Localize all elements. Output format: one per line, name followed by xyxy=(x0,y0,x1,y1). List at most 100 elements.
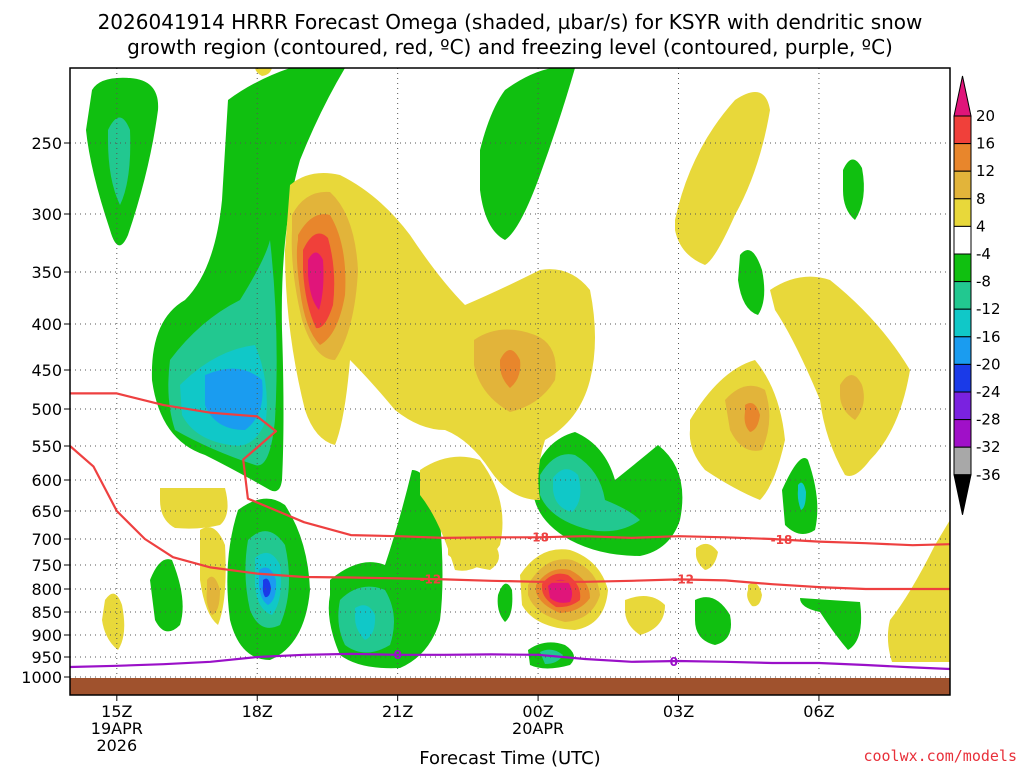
colorbar-segment-7 xyxy=(953,281,972,310)
y-tick-label-300: 300 xyxy=(31,205,62,224)
descent-region-15z-low xyxy=(102,593,125,650)
y-tick-label-250: 250 xyxy=(31,134,62,153)
colorbar-segment-11 xyxy=(953,391,972,421)
colorbar-label--28: -28 xyxy=(976,411,1001,429)
contour-label-3: -12 xyxy=(672,572,694,586)
x-axis-title: Forecast Time (UTC) xyxy=(419,748,600,768)
contour-line-minus12 xyxy=(70,445,950,591)
ascent-region-2230z-low xyxy=(497,583,513,622)
colorbar-label-8: 8 xyxy=(976,190,986,208)
colorbar-segment-6 xyxy=(953,253,972,283)
colorbar-segment-5 xyxy=(953,225,972,255)
descent-core-1630z-orange xyxy=(206,576,220,615)
colorbar-segment-12 xyxy=(953,419,972,448)
colorbar-segment-8 xyxy=(953,308,972,338)
descent-region-06z xyxy=(770,276,910,476)
y-tick-label-850: 850 xyxy=(31,603,62,622)
y-tick-label-600: 600 xyxy=(31,471,62,490)
colorbar: 20 16 12 8 4 -4 -8 -12 -16 -20 -24 -28 -32 -36 xyxy=(953,75,1001,515)
colorbar-label-20: 20 xyxy=(976,107,995,125)
y-tick-label-650: 650 xyxy=(31,502,62,521)
colorbar-label--32: -32 xyxy=(976,438,1001,456)
y-axis-pressure: 250 300 350 400 450 500 550 600 650 700 750 800 850 9… xyxy=(21,134,70,687)
ascent-region-22z-upper xyxy=(480,68,575,240)
y-tick-label-550: 550 xyxy=(31,437,62,456)
y-tick-label-500: 500 xyxy=(31,400,62,419)
descent-core-04z-orange xyxy=(744,402,760,432)
descent-region-1830z-top xyxy=(255,68,272,76)
colorbar-label-4: 4 xyxy=(976,217,986,235)
x-tick-date-00Z: 20APR xyxy=(512,719,564,738)
credit-text: coolwx.com/models xyxy=(863,747,1017,765)
colorbar-segment-9 xyxy=(953,336,972,365)
y-tick-label-950: 950 xyxy=(31,648,62,667)
colorbar-segment-2 xyxy=(953,143,972,172)
descent-core-23z-orange xyxy=(500,350,521,388)
descent-region-0130z-ll xyxy=(625,596,665,635)
descent-region-19z-22z xyxy=(285,172,595,501)
ascent-core-upper-left xyxy=(108,117,131,205)
y-tick-label-450: 450 xyxy=(31,361,62,380)
gridlines xyxy=(70,68,950,695)
x-tick-date-15Z: 19APR xyxy=(91,719,143,738)
x-tick-label-21Z: 21Z xyxy=(382,702,413,721)
ground-surface xyxy=(70,678,950,695)
contour-line-minus18 xyxy=(70,392,950,547)
colorbar-label--8: -8 xyxy=(976,273,991,291)
colorbar-bottom-arrow xyxy=(953,474,972,515)
contour-label-2: -12 xyxy=(420,572,442,586)
descent-core-00z-magenta xyxy=(548,579,573,603)
ascent-core-18z-low-darkblue xyxy=(262,578,271,598)
chart-title-line-2: growth region (contoured, red, ºC) and f… xyxy=(127,35,893,59)
contour-labels: -18 -18 -12 -12 0 0 xyxy=(393,530,793,669)
colorbar-label--20: -20 xyxy=(976,355,1001,373)
ascent-region-1630z-low xyxy=(150,559,183,632)
x-tick-label-06Z: 06Z xyxy=(803,702,834,721)
ascent-region-06z-low xyxy=(800,598,862,650)
colorbar-label-12: 12 xyxy=(976,162,995,180)
y-tick-label-750: 750 xyxy=(31,556,62,575)
descent-core-19z-magenta xyxy=(308,252,324,310)
ascent-region-05z-upper xyxy=(738,250,765,315)
descent-region-0130z-low xyxy=(448,536,499,570)
contour-label-0: -18 xyxy=(527,530,549,544)
contour-line-0 xyxy=(70,652,950,671)
colorbar-label--36: -36 xyxy=(976,466,1001,484)
colorbar-segment-13 xyxy=(953,446,972,476)
contour-label-4: 0 xyxy=(393,648,401,662)
colorbar-label--12: -12 xyxy=(976,300,1001,318)
colorbar-segment-3 xyxy=(953,170,972,200)
y-tick-label-900: 900 xyxy=(31,626,62,645)
ascent-region-03z-low xyxy=(695,597,731,645)
y-tick-label-800: 800 xyxy=(31,580,62,599)
y-tick-label-700: 700 xyxy=(31,530,62,549)
chart-title-line-1: 2026041914 HRRR Forecast Omega (shaded, … xyxy=(98,10,923,34)
colorbar-segment-10 xyxy=(953,363,972,393)
colorbar-label--16: -16 xyxy=(976,328,1001,346)
descent-region-1630z-mid xyxy=(160,488,228,529)
descent-region-0730z-ll xyxy=(887,520,950,662)
ascent-region-06z-upper xyxy=(843,159,864,220)
colorbar-segment-1 xyxy=(953,115,972,145)
y-tick-label-350: 350 xyxy=(31,263,62,282)
x-tick-label-18Z: 18Z xyxy=(242,702,273,721)
x-tick-label-15Z: 15Z xyxy=(101,702,132,721)
contour-label-5: 0 xyxy=(670,655,678,669)
colorbar-label-16: 16 xyxy=(976,135,995,153)
x-tick-label-00Z: 00Z xyxy=(522,702,553,721)
ascent-core-00z-mid-cyan xyxy=(553,469,581,512)
contour-label-1: -18 xyxy=(771,533,793,547)
colorbar-label--24: -24 xyxy=(976,383,1001,401)
plot-frame xyxy=(69,67,951,696)
x-tick-year-15Z: 2026 xyxy=(96,736,137,755)
y-tick-label-1000: 1000 xyxy=(21,668,62,687)
ascent-core-20z-low-cyan xyxy=(355,605,376,640)
colorbar-top-arrow xyxy=(953,75,972,117)
colorbar-segment-4 xyxy=(953,198,972,227)
colorbar-label--4: -4 xyxy=(976,245,991,263)
y-tick-label-400: 400 xyxy=(31,315,62,334)
descent-region-0230z-low xyxy=(695,543,718,570)
x-tick-label-03Z: 03Z xyxy=(663,702,694,721)
